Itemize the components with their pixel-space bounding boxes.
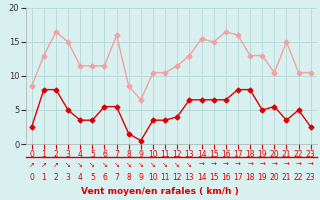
Text: ↘: ↘ bbox=[77, 162, 83, 168]
Text: →: → bbox=[259, 162, 265, 168]
Text: →: → bbox=[211, 162, 217, 168]
Text: 7: 7 bbox=[114, 172, 119, 182]
Text: 1: 1 bbox=[41, 172, 46, 182]
Text: ↗: ↗ bbox=[53, 162, 59, 168]
Text: 23: 23 bbox=[306, 172, 316, 182]
Text: 11: 11 bbox=[160, 172, 170, 182]
Text: ↘: ↘ bbox=[174, 162, 180, 168]
Text: ↘: ↘ bbox=[150, 162, 156, 168]
Text: 21: 21 bbox=[282, 172, 291, 182]
Text: 22: 22 bbox=[294, 172, 303, 182]
Text: 5: 5 bbox=[90, 172, 95, 182]
Text: ↗: ↗ bbox=[29, 162, 35, 168]
Text: ↘: ↘ bbox=[114, 162, 120, 168]
Text: ↘: ↘ bbox=[65, 162, 71, 168]
Text: 10: 10 bbox=[148, 172, 158, 182]
Text: 4: 4 bbox=[78, 172, 83, 182]
Text: 16: 16 bbox=[221, 172, 231, 182]
Text: →: → bbox=[235, 162, 241, 168]
Text: ↘: ↘ bbox=[187, 162, 192, 168]
Text: 12: 12 bbox=[172, 172, 182, 182]
Text: 15: 15 bbox=[209, 172, 219, 182]
Text: 2: 2 bbox=[53, 172, 58, 182]
Text: →: → bbox=[247, 162, 253, 168]
Text: 17: 17 bbox=[233, 172, 243, 182]
Text: 3: 3 bbox=[66, 172, 70, 182]
Text: →: → bbox=[296, 162, 301, 168]
Text: 6: 6 bbox=[102, 172, 107, 182]
Text: 19: 19 bbox=[257, 172, 267, 182]
Text: 20: 20 bbox=[269, 172, 279, 182]
Text: 8: 8 bbox=[126, 172, 131, 182]
Text: →: → bbox=[223, 162, 229, 168]
Text: Vent moyen/en rafales ( km/h ): Vent moyen/en rafales ( km/h ) bbox=[81, 188, 239, 196]
Text: →: → bbox=[199, 162, 204, 168]
Text: ↘: ↘ bbox=[89, 162, 95, 168]
Text: ↘: ↘ bbox=[101, 162, 108, 168]
Text: 14: 14 bbox=[197, 172, 206, 182]
Text: →: → bbox=[271, 162, 277, 168]
Text: ↘: ↘ bbox=[162, 162, 168, 168]
Text: ↘: ↘ bbox=[138, 162, 144, 168]
Text: →: → bbox=[284, 162, 289, 168]
Text: 0: 0 bbox=[29, 172, 34, 182]
Text: 18: 18 bbox=[245, 172, 255, 182]
Text: →: → bbox=[308, 162, 314, 168]
Text: ↘: ↘ bbox=[126, 162, 132, 168]
Text: ↗: ↗ bbox=[41, 162, 47, 168]
Text: 9: 9 bbox=[139, 172, 143, 182]
Text: 13: 13 bbox=[185, 172, 194, 182]
